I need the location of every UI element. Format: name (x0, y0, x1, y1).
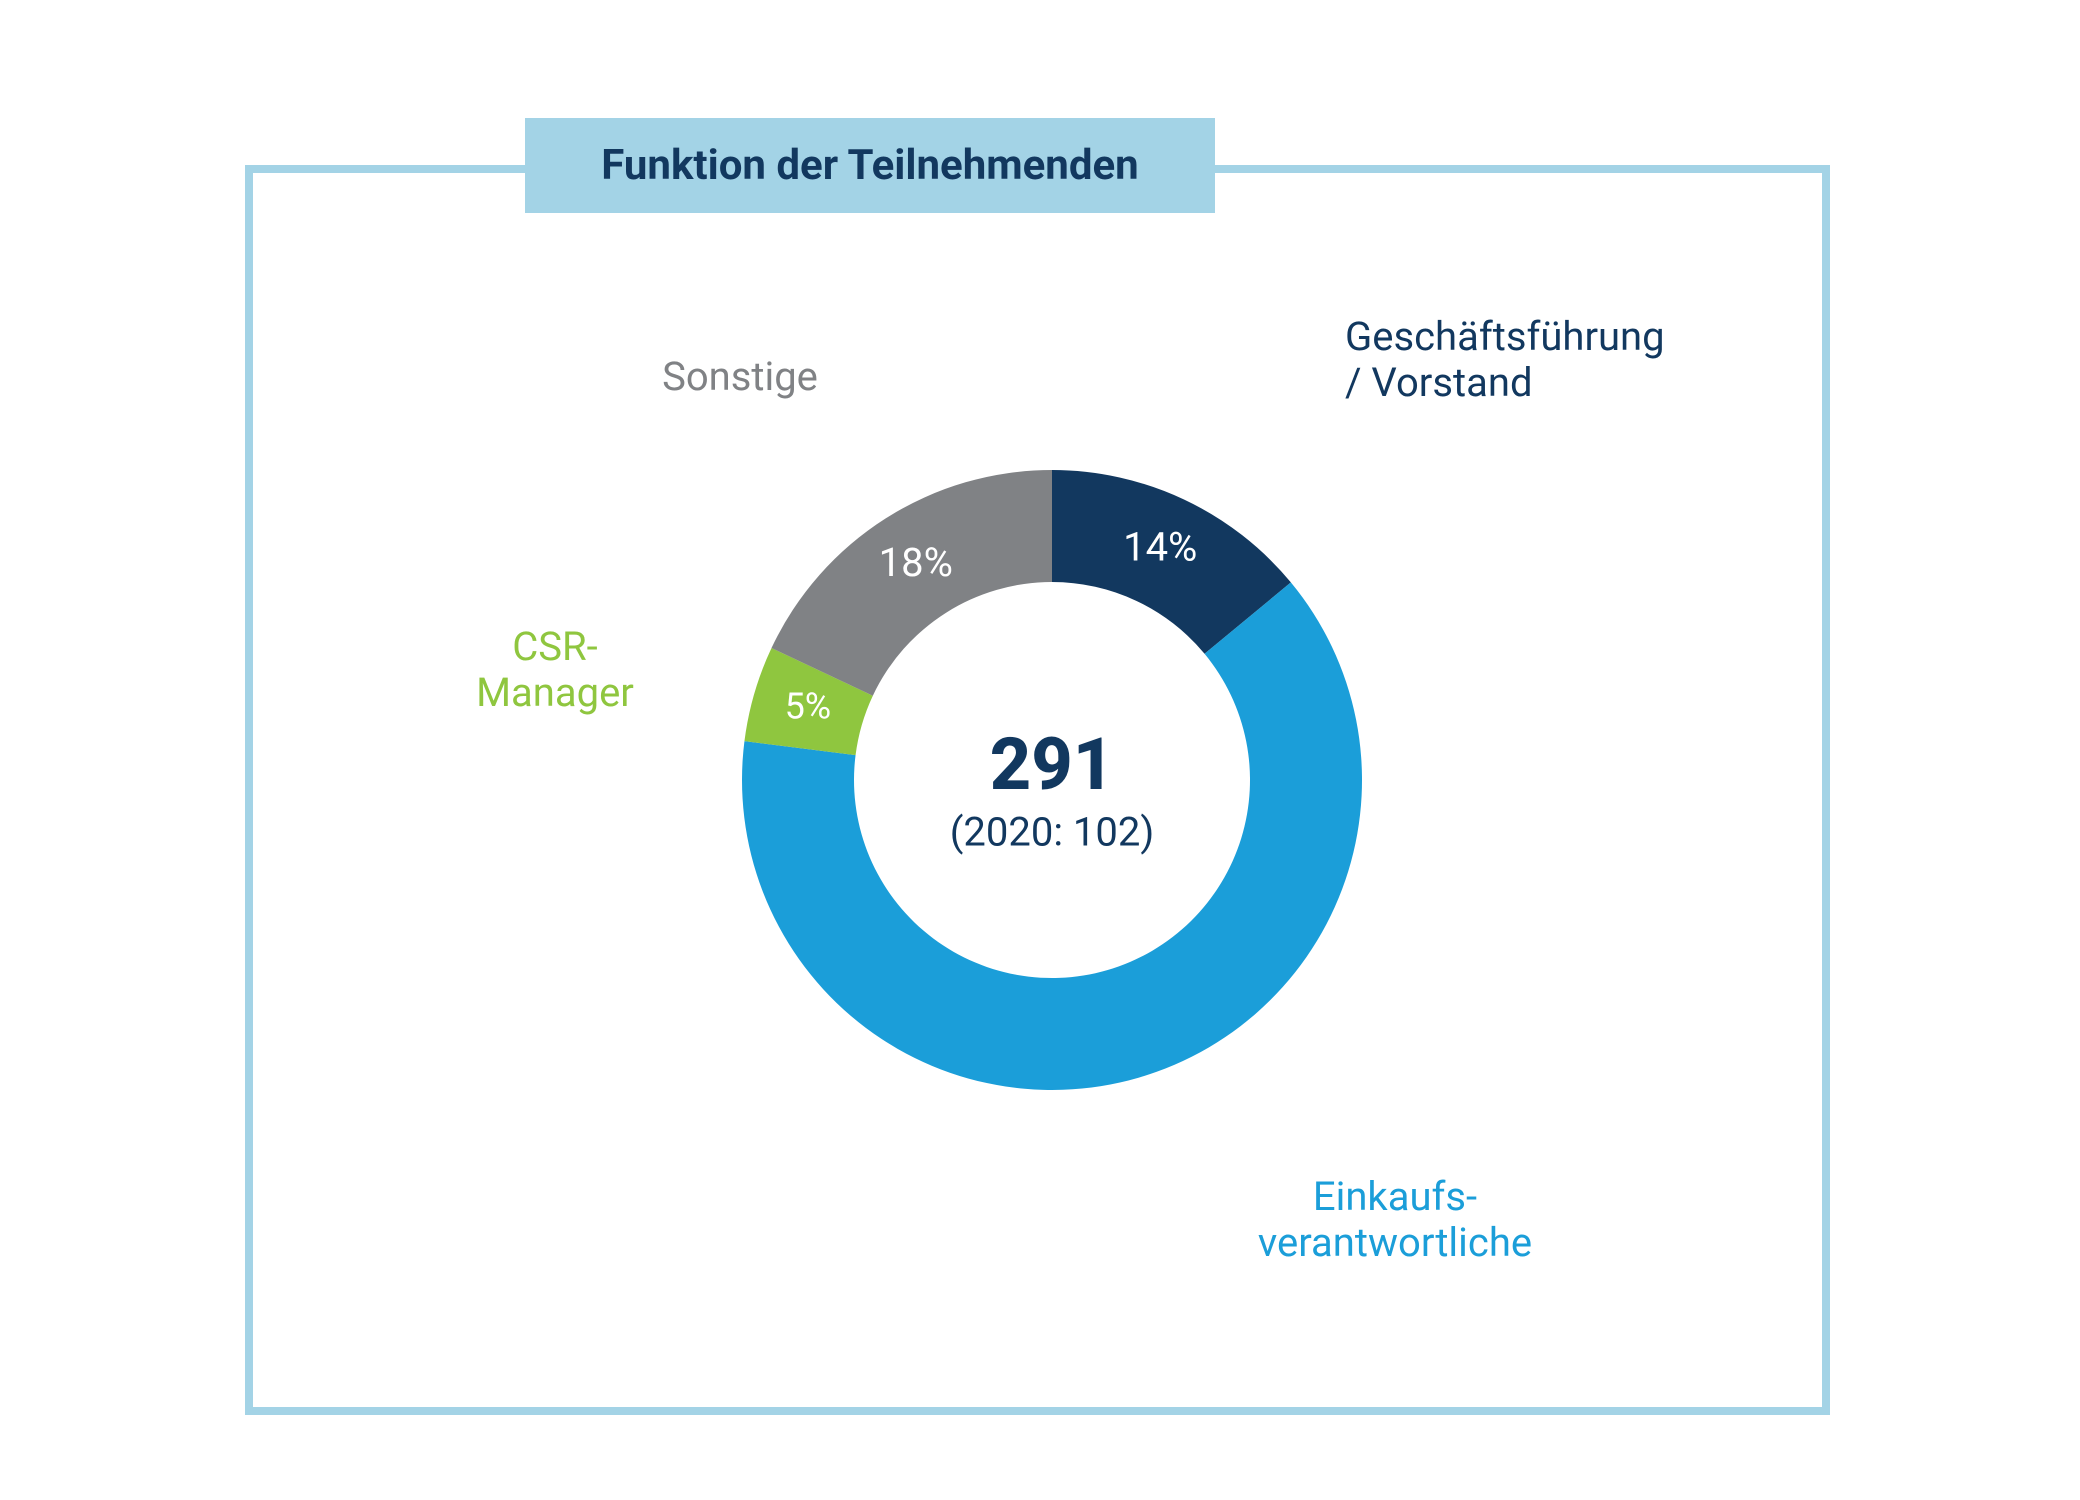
donut-chart: 14% Geschäftsführung/ Vorstand 63% Einkaufs… (0, 0, 2080, 1500)
donut-pct-geschaeftsfuehrung: 14% (1123, 524, 1197, 571)
donut-pct-csr: 5% (785, 686, 832, 728)
donut-label-sonstige: Sonstige (662, 353, 818, 400)
donut-center-value: 291 (990, 722, 1115, 807)
donut-label-einkauf: Einkaufs-verantwortliche (1258, 1173, 1532, 1266)
donut-center-subvalue: (2020: 102) (950, 809, 1155, 856)
donut-pct-einkauf: 63% (1098, 1104, 1172, 1151)
donut-label-geschaeftsfuehrung: Geschäftsführung/ Vorstand (1345, 313, 1665, 406)
donut-label-csr: CSR-Manager (476, 623, 634, 716)
donut-pct-sonstige: 18% (879, 539, 953, 586)
